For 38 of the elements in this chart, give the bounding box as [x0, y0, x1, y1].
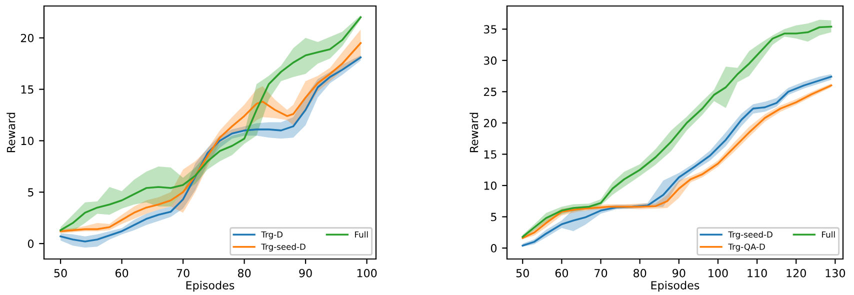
y-axis-title: Reward [470, 112, 478, 152]
x-tick-label: 120 [786, 268, 806, 278]
x-tick-label: 80 [238, 268, 251, 278]
x-tick-label: 100 [708, 268, 728, 278]
y-tick-label: 5 [28, 188, 34, 197]
x-tick-label: 90 [672, 268, 686, 278]
y-tick-label: 10 [484, 181, 497, 190]
legend-label: Full [355, 231, 368, 238]
x-tick-label: 80 [634, 268, 646, 278]
y-tick-label: 15 [21, 85, 34, 94]
x-axis-title: Episodes [186, 280, 234, 292]
x-tick-label: 60 [555, 268, 568, 278]
x-tick-label: 70 [594, 268, 608, 278]
x-tick-label: 130 [826, 268, 846, 278]
y-tick-label: 35 [484, 25, 496, 34]
legend-label: Trg-D [261, 231, 283, 240]
y-tick-label: 20 [484, 118, 497, 128]
x-tick-label: 100 [357, 268, 377, 278]
x-tick-label: 70 [176, 268, 190, 278]
legend-label: Trg-seed-D [728, 231, 772, 240]
y-tick-label: 0 [490, 244, 497, 252]
y-tick-label: 25 [484, 88, 496, 96]
x-axis-title: Episodes [651, 280, 700, 292]
y-tick-label: 0 [28, 240, 34, 248]
y-tick-label: 5 [491, 212, 496, 222]
x-tick-label: 90 [299, 268, 312, 278]
legend-label: Trg-seed-D [261, 243, 306, 252]
y-tick-label: 10 [21, 136, 34, 146]
x-tick-label: 60 [116, 268, 128, 278]
x-tick-label: 50 [516, 268, 529, 278]
x-tick-label: 110 [748, 268, 767, 278]
y-tick-label: 30 [484, 56, 497, 65]
y-tick-label: 20 [20, 34, 34, 42]
y-axis-title: Reward [6, 112, 16, 152]
x-tick-label: 50 [54, 268, 67, 278]
legend-label: Trg-QA-D [728, 244, 765, 252]
y-tick-label: 15 [484, 150, 496, 159]
legend-label: Full [822, 231, 835, 238]
